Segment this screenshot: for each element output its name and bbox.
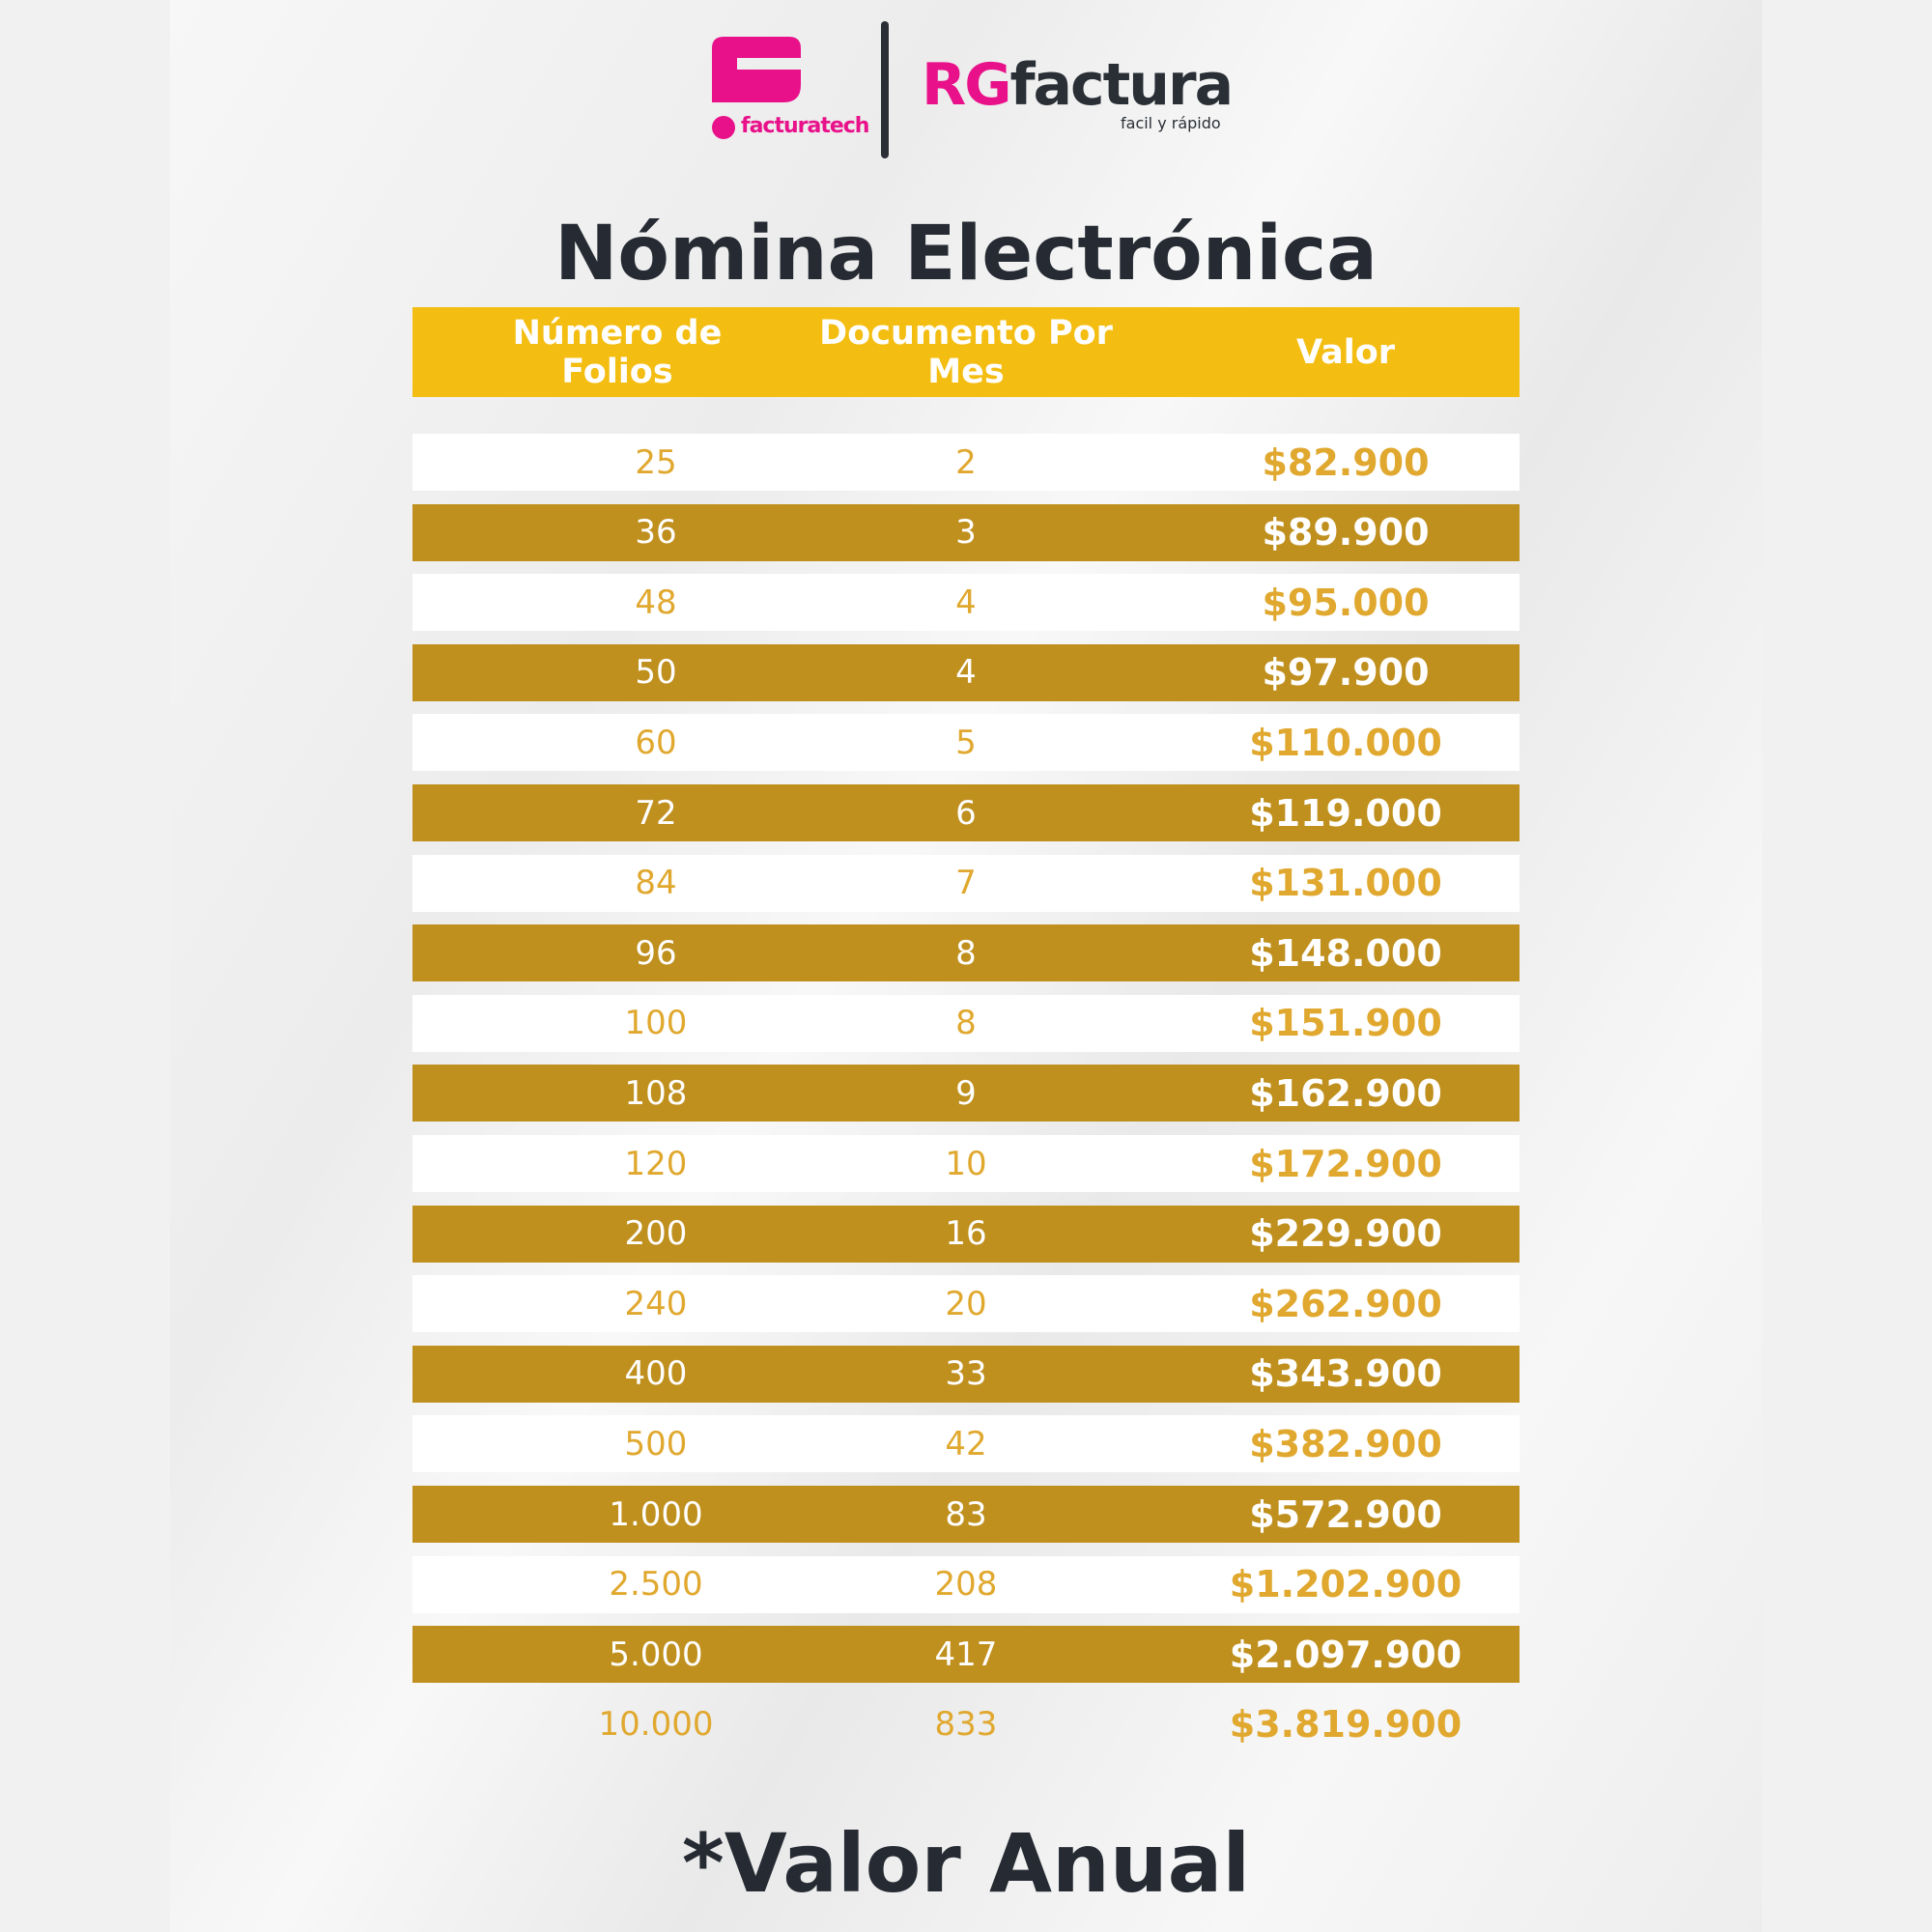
valor-cell: $162.900 xyxy=(1249,1071,1442,1115)
valor-cell: $131.000 xyxy=(1249,862,1442,905)
table-row: 240 20 $262.900 xyxy=(412,1275,1520,1333)
table-row: 1.000 83 $572.900 xyxy=(412,1486,1520,1543)
facturatech-f-icon xyxy=(712,37,801,102)
valor-cell: $172.900 xyxy=(1249,1142,1442,1185)
facturatech-logo: facturatech xyxy=(712,37,869,143)
documentos-cell: 3 xyxy=(955,513,977,553)
folios-cell: 72 xyxy=(635,793,677,833)
valor-cell: $151.900 xyxy=(1249,1002,1442,1045)
documentos-cell: 8 xyxy=(955,933,977,973)
valor-cell: $1.202.900 xyxy=(1229,1563,1463,1606)
documentos-cell: 4 xyxy=(955,653,977,693)
documentos-cell: 9 xyxy=(955,1073,977,1113)
valor-cell: $148.000 xyxy=(1249,931,1442,975)
documentos-cell: 16 xyxy=(945,1214,987,1254)
folios-cell: 5.000 xyxy=(609,1634,703,1674)
folios-cell: 60 xyxy=(635,723,677,762)
documentos-cell: 2 xyxy=(955,442,977,482)
folios-cell: 100 xyxy=(624,1004,688,1043)
folios-cell: 1.000 xyxy=(609,1494,703,1534)
table-row: 100 8 $151.900 xyxy=(412,994,1520,1052)
footnote: *Valor Anual xyxy=(681,1816,1251,1911)
documentos-cell: 33 xyxy=(945,1354,987,1394)
documentos-cell: 833 xyxy=(934,1705,998,1745)
folios-cell: 84 xyxy=(635,864,677,903)
rgfactura-rg: RG xyxy=(922,51,1011,119)
rgfactura-logo: RGfactura xyxy=(922,56,1234,114)
table-row: 72 6 $119.000 xyxy=(412,784,1520,841)
table-row: 120 10 $172.900 xyxy=(412,1135,1520,1192)
header-folios: Número de Folios xyxy=(512,313,723,391)
header-documentos: Documento Por Mes xyxy=(819,313,1113,391)
folios-cell: 500 xyxy=(624,1424,688,1463)
folios-cell: 108 xyxy=(624,1073,688,1113)
valor-cell: $110.000 xyxy=(1249,721,1442,764)
table-row: 50 4 $97.900 xyxy=(412,643,1520,701)
facturatech-dot-icon xyxy=(712,116,735,139)
valor-cell: $119.000 xyxy=(1249,791,1442,835)
documentos-cell: 417 xyxy=(934,1634,998,1674)
page-title: Nómina Electrónica xyxy=(554,211,1378,298)
table-row: 96 8 $148.000 xyxy=(412,924,1520,982)
rgfactura-tagline: facil y rápido xyxy=(1121,114,1221,132)
documentos-cell: 4 xyxy=(955,582,977,622)
folios-cell: 50 xyxy=(635,653,677,693)
valor-cell: $343.900 xyxy=(1249,1352,1442,1396)
table-row: 36 3 $89.900 xyxy=(412,503,1520,561)
valor-cell: $95.000 xyxy=(1262,581,1430,624)
table-header: Número de Folios Documento Por Mes Valor xyxy=(412,307,1520,397)
header-valor: Valor xyxy=(1295,332,1396,372)
documentos-cell: 8 xyxy=(955,1004,977,1043)
valor-cell: $2.097.900 xyxy=(1229,1633,1463,1676)
folios-cell: 48 xyxy=(635,582,677,622)
documentos-cell: 6 xyxy=(955,793,977,833)
folios-cell: 36 xyxy=(635,513,677,553)
valor-cell: $572.900 xyxy=(1249,1492,1442,1536)
documentos-cell: 208 xyxy=(934,1565,998,1605)
facturatech-wordmark: facturatech xyxy=(741,114,869,138)
folios-cell: 120 xyxy=(624,1144,688,1183)
folios-cell: 96 xyxy=(635,933,677,973)
table-row: 400 33 $343.900 xyxy=(412,1345,1520,1403)
table-row: 60 5 $110.000 xyxy=(412,714,1520,772)
table-row: 2.500 208 $1.202.900 xyxy=(412,1555,1520,1613)
folios-cell: 400 xyxy=(624,1354,688,1394)
documentos-cell: 83 xyxy=(945,1494,987,1534)
folios-cell: 240 xyxy=(624,1284,688,1323)
table-row: 10.000 833 $3.819.900 xyxy=(412,1696,1520,1753)
documentos-cell: 20 xyxy=(945,1284,987,1323)
valor-cell: $382.900 xyxy=(1249,1422,1442,1465)
valor-cell: $89.900 xyxy=(1262,511,1430,554)
documentos-cell: 5 xyxy=(955,723,977,762)
table-row: 108 9 $162.900 xyxy=(412,1065,1520,1122)
valor-cell: $262.900 xyxy=(1249,1282,1442,1325)
valor-cell: $229.900 xyxy=(1249,1212,1442,1256)
rgfactura-factura: factura xyxy=(1009,51,1234,119)
table-row: 5.000 417 $2.097.900 xyxy=(412,1626,1520,1684)
logo-divider xyxy=(881,21,889,158)
table-row: 25 2 $82.900 xyxy=(412,434,1520,491)
folios-cell: 2.500 xyxy=(609,1565,703,1605)
folios-cell: 200 xyxy=(624,1214,688,1254)
table-row: 500 42 $382.900 xyxy=(412,1415,1520,1473)
valor-cell: $3.819.900 xyxy=(1229,1703,1463,1747)
documentos-cell: 42 xyxy=(945,1424,987,1463)
folios-cell: 10.000 xyxy=(598,1705,714,1745)
folios-cell: 25 xyxy=(635,442,677,482)
valor-cell: $97.900 xyxy=(1262,651,1430,695)
table-row: 48 4 $95.000 xyxy=(412,574,1520,632)
documentos-cell: 7 xyxy=(955,864,977,903)
valor-cell: $82.900 xyxy=(1262,440,1430,484)
documentos-cell: 10 xyxy=(945,1144,987,1183)
table-row: 200 16 $229.900 xyxy=(412,1205,1520,1263)
table-row: 84 7 $131.000 xyxy=(412,854,1520,912)
